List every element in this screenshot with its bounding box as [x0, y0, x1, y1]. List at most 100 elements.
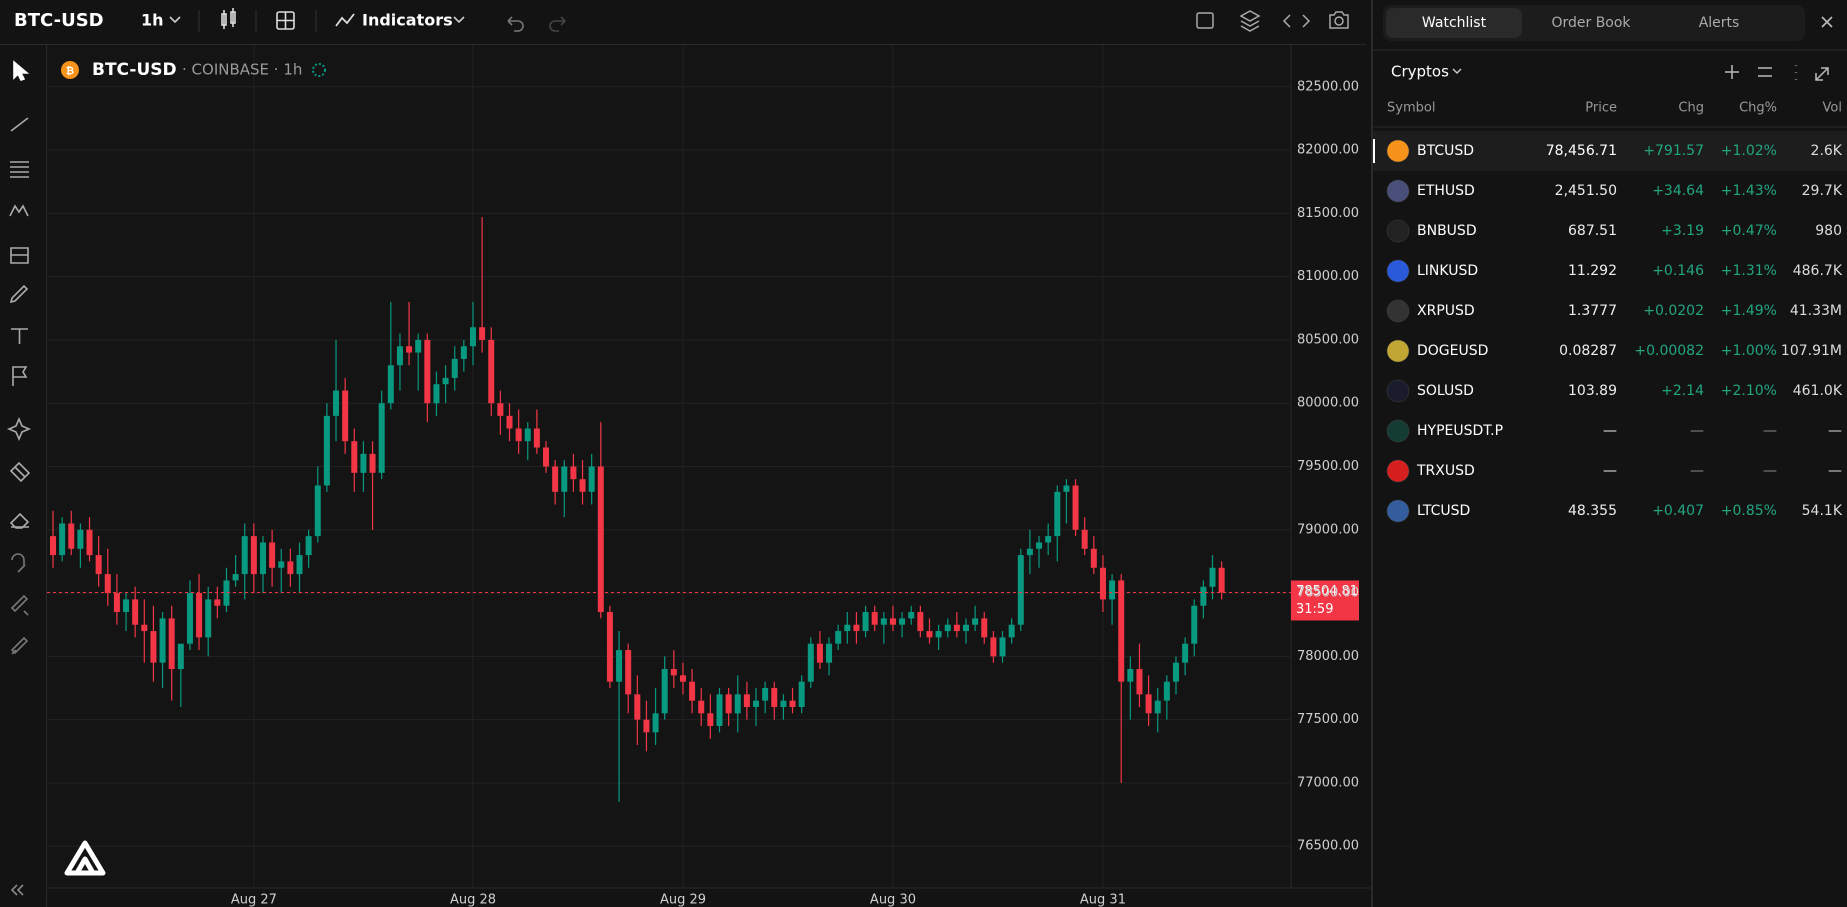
- candle-body: [743, 694, 750, 707]
- text-tool[interactable]: [11, 328, 28, 344]
- snapshot-icon[interactable]: [1329, 11, 1349, 29]
- candle-body: [1118, 580, 1125, 682]
- cell: +1.02%: [1721, 143, 1777, 159]
- symbol[interactable]: BTCUSD: [1417, 143, 1474, 159]
- symbol[interactable]: ETHUSD: [1417, 183, 1475, 199]
- candle-body: [314, 485, 321, 537]
- candle-body: [1191, 605, 1198, 644]
- symbol[interactable]: LTCUSD: [1417, 503, 1470, 519]
- candle-body: [670, 669, 677, 676]
- brush-tool[interactable]: [9, 284, 29, 304]
- candle-body: [1026, 548, 1033, 556]
- cell: 11.292: [1568, 263, 1617, 279]
- candle-body: [844, 624, 851, 632]
- cell: 1.3777: [1568, 303, 1617, 319]
- candle-type-icon[interactable]: [221, 8, 236, 29]
- column-header: Vol: [1823, 101, 1842, 116]
- candle-body: [1163, 681, 1170, 701]
- symbol[interactable]: SOLUSD: [1417, 383, 1474, 399]
- column-header: Chg: [1678, 101, 1704, 116]
- candle-body: [406, 346, 413, 353]
- y-tick-label: 79000.00: [1297, 522, 1359, 537]
- cell: 103.89: [1568, 383, 1617, 399]
- candle-body: [689, 681, 696, 701]
- candle-body: [616, 650, 623, 682]
- cell: —: [1763, 463, 1777, 479]
- close-panel[interactable]: [1821, 16, 1833, 28]
- symbol-icon: [1386, 499, 1410, 523]
- pattern-tool[interactable]: [9, 204, 29, 217]
- symbol[interactable]: HYPEUSDT.P: [1417, 423, 1503, 439]
- redo[interactable]: [549, 16, 566, 32]
- indicators-icon[interactable]: [335, 13, 355, 27]
- expand[interactable]: [1815, 67, 1829, 81]
- candle-body: [150, 631, 157, 663]
- magnet-tool[interactable]: [11, 553, 26, 573]
- candle-body: [762, 688, 769, 701]
- layers-icon[interactable]: [1239, 10, 1261, 32]
- dropdown-icon[interactable]: [453, 16, 465, 24]
- magic-tool[interactable]: [6, 416, 32, 442]
- add-symbol[interactable]: [1725, 65, 1739, 79]
- cursor-tool[interactable]: [13, 60, 30, 81]
- indicators-button[interactable]: Indicators: [362, 11, 453, 30]
- tab[interactable]: Order Book: [1551, 15, 1631, 31]
- candle-body: [889, 618, 896, 625]
- cell: +1.00%: [1721, 343, 1777, 359]
- flag-tool[interactable]: [12, 366, 28, 386]
- eraser-tool[interactable]: [9, 512, 30, 529]
- line-tool[interactable]: [10, 117, 29, 132]
- hide-tool[interactable]: [10, 636, 29, 655]
- candle-body: [1054, 491, 1061, 537]
- undo[interactable]: [507, 16, 524, 32]
- measure-tool[interactable]: [10, 247, 29, 264]
- symbol[interactable]: BTC-USD: [14, 10, 104, 31]
- cell: 54.1K: [1802, 503, 1843, 519]
- candle-body: [999, 637, 1006, 657]
- symbol[interactable]: TRXUSD: [1416, 463, 1475, 479]
- symbol[interactable]: XRPUSD: [1417, 303, 1475, 319]
- candle-body: [259, 542, 266, 575]
- symbol[interactable]: BNBUSD: [1417, 223, 1477, 239]
- candle-body: [552, 466, 559, 492]
- candle-body: [1045, 536, 1052, 543]
- candle-body: [497, 403, 504, 416]
- tab[interactable]: Watchlist: [1422, 15, 1487, 31]
- fib-tool[interactable]: [10, 161, 29, 178]
- interval[interactable]: 1h: [141, 11, 164, 30]
- dropdown-icon[interactable]: [1452, 68, 1462, 74]
- layout-icon[interactable]: [276, 11, 295, 30]
- candle-body: [625, 650, 632, 695]
- candle-body: [1127, 669, 1134, 682]
- candle-body: [342, 390, 349, 442]
- list-name[interactable]: Cryptos: [1391, 63, 1449, 81]
- candle-body: [707, 713, 714, 726]
- cell: —: [1603, 423, 1617, 439]
- candle-body: [771, 688, 778, 707]
- ruler-tool[interactable]: [9, 461, 31, 483]
- tab[interactable]: Alerts: [1699, 15, 1740, 31]
- candle-body: [460, 346, 467, 359]
- candle-body: [506, 415, 513, 429]
- y-tick-label: 80000.00: [1297, 396, 1359, 411]
- candle-body: [652, 713, 659, 733]
- collapse-button[interactable]: [10, 884, 24, 896]
- code-icon[interactable]: [1282, 14, 1311, 28]
- symbol-icon: [1386, 379, 1410, 403]
- candle-body: [196, 593, 203, 638]
- candle-body: [543, 447, 550, 467]
- candle-body: [953, 624, 960, 632]
- notes-icon[interactable]: [1196, 12, 1214, 29]
- cell: 48.355: [1568, 503, 1617, 519]
- settings[interactable]: [1758, 67, 1772, 77]
- candle-body: [1136, 669, 1143, 695]
- lock-tool[interactable]: [10, 594, 29, 616]
- symbol[interactable]: LINKUSD: [1417, 263, 1478, 279]
- candle-body: [1154, 700, 1161, 714]
- dropdown-icon[interactable]: [169, 16, 181, 24]
- overlay: 78504.81 31:59: [47, 580, 1359, 621]
- candle-body: [360, 453, 367, 473]
- symbol[interactable]: DOGEUSD: [1417, 343, 1488, 359]
- candle-body: [597, 466, 604, 613]
